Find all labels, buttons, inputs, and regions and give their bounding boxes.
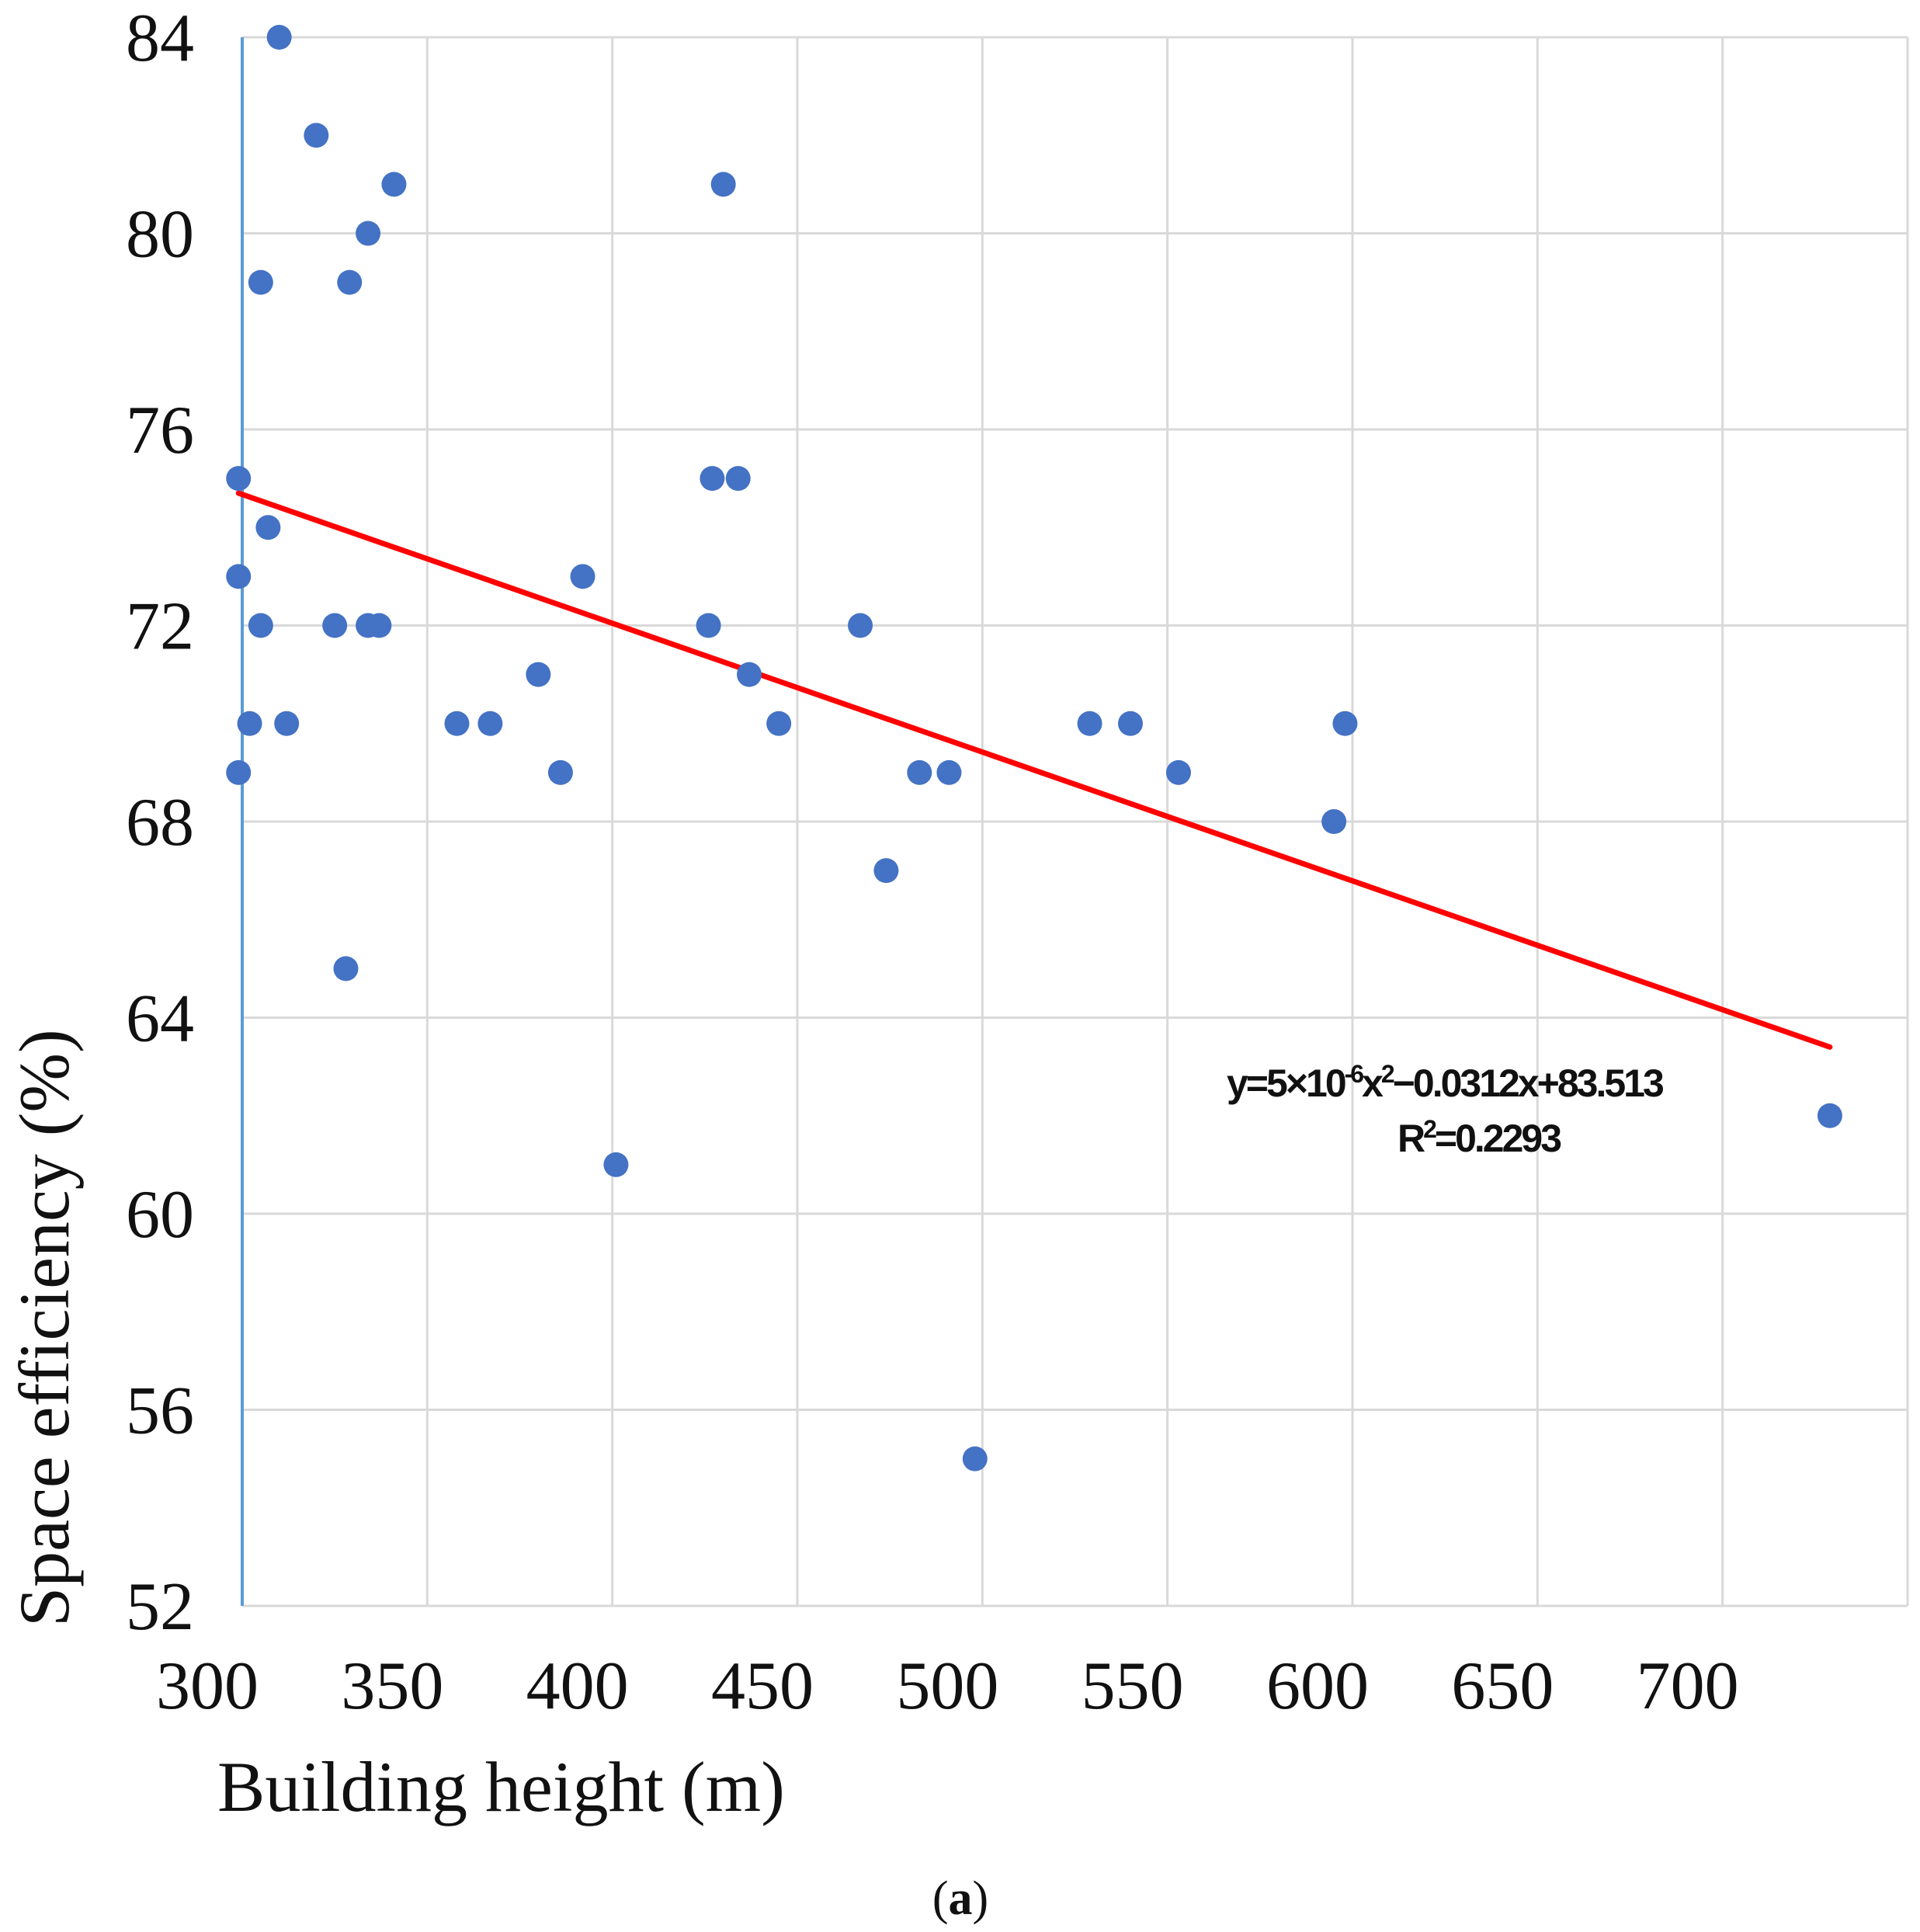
data-point [526, 662, 551, 687]
x-tick-label: 500 [896, 1649, 998, 1724]
data-point [710, 172, 736, 197]
y-tick-label: 60 [126, 1177, 194, 1253]
x-tick-label: 600 [1266, 1649, 1369, 1724]
data-point [356, 221, 381, 246]
data-point [248, 613, 273, 638]
data-point [936, 759, 962, 785]
data-point [477, 711, 503, 736]
data-point [700, 466, 725, 492]
data-point [322, 613, 348, 638]
data-point [1077, 711, 1102, 736]
data-point [848, 613, 873, 638]
data-point [1332, 711, 1358, 736]
x-tick-label: 650 [1451, 1649, 1554, 1724]
data-point [547, 759, 573, 785]
data-point [366, 613, 392, 638]
data-point [266, 25, 292, 50]
data-point [766, 711, 792, 736]
y-tick-label: 80 [126, 197, 194, 273]
y-tick-labels: 52 56 60 64 68 72 76 80 84 [126, 1, 194, 1645]
x-tick-label: 700 [1637, 1649, 1739, 1724]
data-points [226, 25, 1842, 1472]
data-point [255, 515, 281, 540]
y-tick-label: 84 [126, 1, 194, 76]
x-axis-title: Building height (m) [217, 1747, 785, 1826]
data-point [226, 759, 252, 785]
data-point [725, 466, 751, 492]
data-point [333, 956, 359, 982]
data-point [381, 172, 407, 197]
data-point [444, 711, 470, 736]
data-point [737, 662, 762, 687]
data-point [1165, 759, 1191, 785]
r-squared-label: R2=0.2293 [1397, 1115, 1561, 1160]
data-point [237, 711, 262, 736]
panel-label: (a) [932, 1872, 988, 1925]
data-point [570, 564, 595, 589]
y-axis-title: Space efficiency (%) [5, 1029, 84, 1627]
data-point [907, 759, 932, 785]
y-tick-label: 64 [126, 982, 194, 1057]
data-point [696, 613, 721, 638]
x-tick-label: 400 [526, 1649, 629, 1724]
trendline-equation: y=5×10-6x2−0.0312x+83.513 [1227, 1060, 1663, 1105]
x-tick-label: 450 [711, 1649, 814, 1724]
data-point [1118, 711, 1143, 736]
data-point [274, 711, 300, 736]
y-tick-label: 76 [126, 393, 194, 468]
data-point [873, 858, 899, 884]
data-point [226, 564, 252, 589]
data-point [304, 123, 329, 148]
y-tick-label: 56 [126, 1374, 194, 1449]
x-tick-label: 350 [341, 1649, 443, 1724]
data-point [962, 1446, 988, 1472]
data-point [226, 466, 252, 492]
gridlines [242, 36, 1909, 1607]
x-tick-label: 550 [1082, 1649, 1184, 1724]
x-tick-labels: 300 350 400 450 500 550 600 650 700 [156, 1649, 1739, 1724]
data-point [337, 269, 363, 295]
trendline [235, 490, 1833, 1050]
y-tick-label: 52 [126, 1569, 194, 1645]
x-tick-label: 300 [156, 1649, 259, 1724]
data-point [248, 269, 273, 295]
data-point [1321, 809, 1347, 834]
y-tick-label: 68 [126, 785, 194, 860]
data-point [1817, 1103, 1842, 1128]
data-point [603, 1152, 629, 1177]
y-tick-label: 72 [126, 589, 194, 665]
